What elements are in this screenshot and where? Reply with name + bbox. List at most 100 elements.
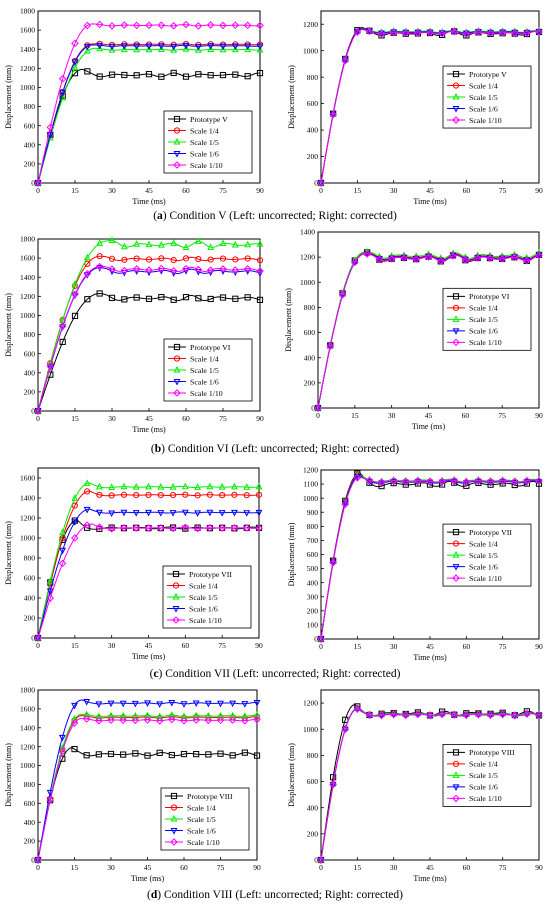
legend-label: Scale 1/10 bbox=[469, 574, 502, 583]
data-point-scale_1_6 bbox=[181, 509, 189, 517]
x-tick-label: 0 bbox=[319, 186, 323, 195]
data-point-prototype bbox=[145, 295, 153, 302]
x-tick-label: 15 bbox=[71, 186, 79, 195]
legend-marker-scale_1_6 bbox=[170, 828, 178, 835]
legend-label: Scale 1/6 bbox=[190, 377, 219, 386]
data-point-prototype bbox=[96, 290, 103, 297]
data-point-scale_1_10 bbox=[71, 534, 79, 542]
data-point-scale_1_10 bbox=[473, 254, 482, 262]
y-tick-label: 1800 bbox=[20, 235, 35, 244]
data-point-scale_1_5 bbox=[207, 45, 215, 52]
data-point-scale_1_10 bbox=[353, 28, 362, 36]
y-tick-label: 1200 bbox=[20, 742, 35, 751]
data-point-scale_1_5 bbox=[192, 711, 200, 719]
x-tick-label: 0 bbox=[36, 641, 40, 650]
legend-marker-scale_1_6 bbox=[172, 606, 180, 613]
data-point-scale_1_5 bbox=[71, 494, 79, 501]
data-point-scale_1_10 bbox=[169, 21, 178, 30]
data-point-scale_1_10 bbox=[329, 110, 337, 119]
data-point-scale_1_5 bbox=[145, 482, 152, 490]
y-tick-label: 800 bbox=[24, 780, 36, 789]
data-point-scale_1_10 bbox=[486, 477, 495, 486]
series-line-scale_1_10 bbox=[320, 476, 540, 640]
data-point-scale_1_10 bbox=[242, 524, 251, 532]
data-point-scale_1_6 bbox=[157, 43, 165, 50]
data-point-prototype bbox=[180, 750, 188, 758]
data-point-prototype bbox=[207, 72, 214, 79]
data-point-scale_1_10 bbox=[414, 710, 422, 719]
data-point-scale_1_10 bbox=[58, 75, 67, 83]
data-point-scale_1_10 bbox=[132, 524, 141, 532]
legend-label: Scale 1/4 bbox=[190, 354, 219, 363]
legend-label: Scale 1/6 bbox=[190, 149, 219, 158]
x-tick-label: 60 bbox=[180, 863, 188, 872]
x-tick-label: 75 bbox=[219, 186, 227, 195]
data-point-scale_1_10 bbox=[255, 524, 263, 532]
series-line-scale_1_10 bbox=[37, 265, 261, 412]
data-point-scale_1_10 bbox=[120, 266, 129, 275]
x-tick-label: 75 bbox=[499, 863, 507, 872]
data-point-scale_1_10 bbox=[145, 21, 153, 30]
data-point-prototype bbox=[170, 296, 177, 303]
y-tick-label: 900 bbox=[307, 508, 319, 517]
data-point-scale_1_5 bbox=[256, 45, 264, 53]
data-point-scale_1_10 bbox=[414, 477, 422, 485]
data-point-scale_1_10 bbox=[243, 265, 252, 273]
data-point-scale_1_4 bbox=[120, 491, 128, 498]
data-point-scale_1_5 bbox=[83, 479, 91, 486]
data-point-scale_1_10 bbox=[438, 477, 446, 486]
data-point-prototype bbox=[232, 295, 239, 302]
data-point-scale_1_4 bbox=[182, 491, 189, 498]
data-point-scale_1_10 bbox=[474, 476, 483, 485]
data-point-scale_1_5 bbox=[241, 712, 249, 719]
caption-a-text: Condition V (Left: uncorrected; Right: c… bbox=[166, 210, 397, 222]
legend-marker-scale_1_4 bbox=[170, 804, 178, 811]
legend-label: Scale 1/10 bbox=[469, 338, 502, 347]
legend-label: Prototype VII bbox=[469, 528, 512, 537]
y-tick-label: 400 bbox=[304, 353, 316, 362]
data-point-scale_1_5 bbox=[170, 239, 178, 246]
y-tick-label: 1200 bbox=[303, 699, 318, 708]
data-point-scale_1_10 bbox=[424, 253, 433, 261]
data-point-scale_1_6 bbox=[59, 90, 67, 97]
data-point-scale_1_10 bbox=[450, 711, 459, 719]
data-point-scale_1_10 bbox=[326, 342, 335, 350]
y-axis-label: Displacement (mm) bbox=[284, 288, 293, 352]
legend-marker-scale_1_4 bbox=[173, 355, 181, 362]
data-point-scale_1_6 bbox=[145, 509, 152, 517]
series-line-scale_1_6 bbox=[320, 475, 540, 640]
x-tick-label: 60 bbox=[182, 186, 190, 195]
x-tick-label: 0 bbox=[319, 863, 323, 872]
data-point-scale_1_10 bbox=[253, 715, 261, 724]
legend-label: Scale 1/4 bbox=[187, 803, 216, 812]
data-point-scale_1_10 bbox=[461, 256, 470, 264]
legend-marker-scale_1_4 bbox=[452, 760, 460, 768]
data-point-scale_1_10 bbox=[34, 179, 42, 187]
data-point-scale_1_10 bbox=[401, 477, 410, 486]
legend-label: Scale 1/10 bbox=[189, 616, 222, 625]
data-point-scale_1_4 bbox=[71, 57, 79, 65]
y-tick-label: 800 bbox=[304, 303, 316, 312]
data-point-scale_1_10 bbox=[119, 716, 127, 725]
x-tick-label: 0 bbox=[36, 186, 40, 195]
series-line-scale_1_5 bbox=[37, 713, 257, 861]
data-point-scale_1_10 bbox=[241, 716, 249, 725]
legend-label: Scale 1/5 bbox=[469, 93, 498, 102]
legend-marker-scale_1_4 bbox=[173, 127, 181, 134]
data-point-scale_1_10 bbox=[341, 56, 350, 65]
y-tick-label: 1200 bbox=[20, 292, 35, 301]
data-point-prototype bbox=[158, 294, 165, 301]
data-point-scale_1_10 bbox=[192, 716, 200, 724]
y-tick-label: 400 bbox=[307, 578, 319, 587]
data-point-scale_1_10 bbox=[535, 251, 543, 260]
y-tick-label: 0 bbox=[31, 407, 35, 416]
y-tick-label: 400 bbox=[24, 594, 36, 603]
x-axis-label: Time (ms) bbox=[131, 874, 165, 883]
legend-marker-scale_1_10 bbox=[173, 389, 181, 397]
x-axis-label: Time (ms) bbox=[132, 652, 166, 661]
data-point-scale_1_10 bbox=[450, 27, 459, 36]
series-line-scale_1_6 bbox=[37, 44, 261, 184]
y-tick-label: 100 bbox=[307, 621, 319, 630]
data-point-scale_1_5 bbox=[144, 711, 151, 719]
data-point-scale_1_10 bbox=[498, 254, 506, 263]
